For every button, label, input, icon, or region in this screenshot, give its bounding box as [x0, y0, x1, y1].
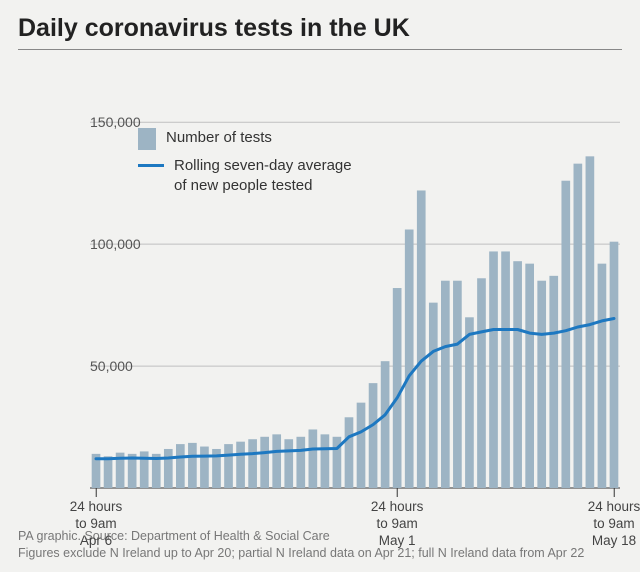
y-axis-label: 150,000 [90, 114, 96, 130]
y-axis-label: 50,000 [90, 358, 96, 374]
x-axis-label: 24 hoursto 9amMay 18 [588, 488, 640, 550]
legend-bar-label: Number of tests [166, 128, 272, 148]
legend-bar-swatch [138, 128, 156, 150]
x-axis-label: 24 hoursto 9amApr 6 [70, 488, 123, 550]
divider [18, 49, 622, 50]
legend: Number of tests Rolling seven-day averag… [138, 128, 352, 203]
legend-line-label: Rolling seven-day average of new people … [174, 156, 352, 197]
chart-area: Number of tests Rolling seven-day averag… [18, 56, 622, 524]
y-axis-label: 100,000 [90, 236, 96, 252]
legend-line-swatch [138, 164, 164, 167]
x-axis-label: 24 hoursto 9amMay 1 [371, 488, 424, 550]
chart-title: Daily coronavirus tests in the UK [18, 14, 622, 43]
